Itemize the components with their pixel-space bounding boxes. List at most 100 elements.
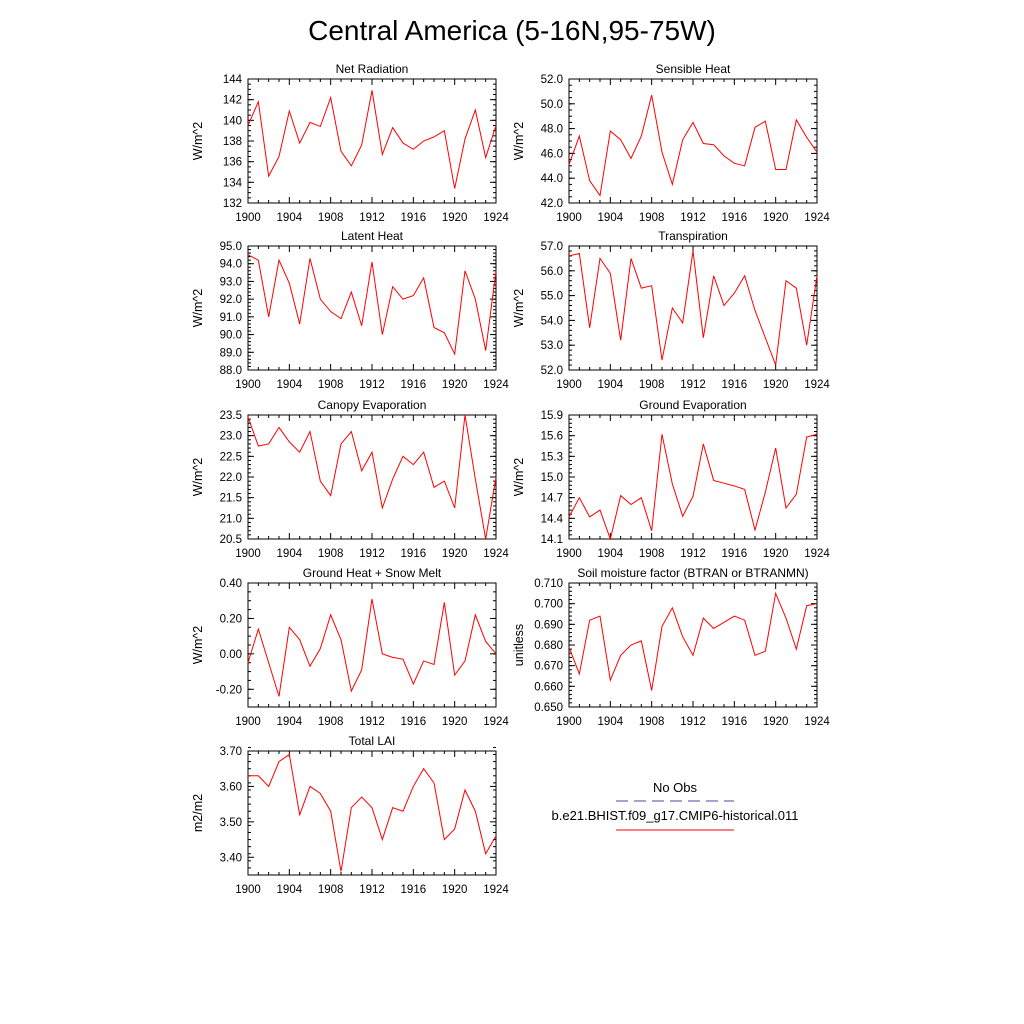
y-tick-label: 0.670 — [534, 661, 563, 673]
series-line — [248, 753, 497, 872]
y-tick-label: 90.0 — [220, 330, 242, 342]
x-tick-label: 1920 — [442, 884, 468, 896]
x-tick-label: 1924 — [483, 212, 509, 224]
x-tick-label: 1912 — [359, 716, 385, 728]
y-tick-label: 14.4 — [541, 513, 564, 525]
x-tick-label: 1912 — [359, 884, 385, 896]
plot-frame — [247, 78, 497, 204]
panel-1: Net Radiation 1900 1904 1908 1912 1916 1920 192… — [191, 62, 509, 224]
x-tick-label: 1920 — [442, 212, 468, 224]
plot-frame — [568, 414, 818, 540]
panel-title: Latent Heat — [341, 229, 404, 243]
panel-title: Ground Heat + Snow Melt — [303, 566, 442, 580]
x-tick-label: 1900 — [556, 379, 582, 391]
series-line — [247, 598, 497, 697]
y-tick-label: 57.0 — [541, 241, 563, 253]
panel-9: Total LAI 1900 1904 1908 1912 1916 1920 1924 3.4… — [191, 734, 509, 896]
x-tick-label: 1920 — [763, 212, 789, 224]
x-tick-label: 1908 — [639, 716, 665, 728]
x-tick-label: 1916 — [401, 212, 427, 224]
x-tick-label: 1916 — [722, 548, 748, 560]
y-tick-label: 0.650 — [534, 702, 563, 714]
x-tick-label: 1920 — [763, 379, 789, 391]
x-tick-label: 1916 — [401, 716, 427, 728]
y-tick-label: 48.0 — [541, 124, 563, 136]
legend: No Obs b.e21.BHIST.f09_g17.CMIP6-histori… — [552, 780, 799, 831]
y-tick-label: 22.5 — [220, 451, 242, 463]
y-tick-label: 88.0 — [220, 365, 242, 377]
y-tick-label: 14.1 — [541, 534, 563, 546]
y-tick-label: 23.0 — [220, 431, 242, 443]
x-tick-label: 1900 — [556, 716, 582, 728]
x-tick-label: 1900 — [556, 548, 582, 560]
panel-title: Canopy Evaporation — [318, 398, 427, 412]
y-tick-label: 21.5 — [220, 493, 242, 505]
panel-2: Sensible Heat 1900 1904 1908 1912 1916 1920 192… — [512, 62, 830, 224]
y-tick-label: 50.0 — [541, 99, 563, 111]
x-tick-label: 1908 — [318, 379, 344, 391]
x-tick-label: 1904 — [277, 884, 303, 896]
y-axis-label: W/m^2 — [512, 289, 526, 328]
panel-5: Canopy Evaporation 1900 1904 1908 1912 1916 19… — [191, 398, 509, 560]
y-tick-label: 140 — [223, 115, 242, 127]
series-line — [568, 591, 818, 691]
x-tick-label: 1924 — [804, 548, 830, 560]
y-tick-label: 132 — [223, 198, 242, 210]
y-tick-label: 55.0 — [541, 291, 563, 303]
x-tick-label: 1908 — [318, 716, 344, 728]
y-tick-label: 46.0 — [541, 148, 563, 160]
panel-title: Transpiration — [658, 229, 728, 243]
y-tick-label: 0.660 — [534, 681, 563, 693]
x-tick-label: 1900 — [556, 212, 582, 224]
x-tick-label: 1904 — [598, 212, 624, 224]
panel-title: Total LAI — [349, 734, 396, 748]
x-tick-label: 1912 — [359, 212, 385, 224]
y-tick-label: 92.0 — [220, 294, 242, 306]
y-tick-label: 22.0 — [220, 472, 242, 484]
y-tick-label: 52.0 — [541, 365, 563, 377]
y-tick-label: 142 — [223, 95, 242, 107]
y-tick-label: 54.0 — [541, 315, 563, 327]
y-tick-label: 0.700 — [534, 599, 563, 611]
series-line — [247, 90, 497, 189]
y-tick-label: 3.60 — [220, 781, 242, 793]
x-tick-label: 1908 — [318, 884, 344, 896]
y-tick-label: 0.00 — [220, 649, 242, 661]
x-tick-label: 1924 — [483, 884, 509, 896]
y-tick-label: 53.0 — [541, 340, 563, 352]
y-tick-label: 94.0 — [220, 259, 242, 271]
legend-model-label: b.e21.BHIST.f09_g17.CMIP6-historical.011 — [552, 808, 799, 823]
y-tick-label: 15.0 — [541, 472, 563, 484]
series-line — [247, 414, 497, 540]
panel-7: Ground Heat + Snow Melt 1900 1904 1908 1912 1… — [191, 566, 509, 728]
y-axis-label: W/m^2 — [191, 122, 205, 161]
y-tick-label: -0.20 — [216, 684, 242, 696]
x-tick-label: 1900 — [235, 716, 261, 728]
x-tick-label: 1916 — [401, 379, 427, 391]
x-tick-label: 1912 — [680, 212, 706, 224]
y-tick-label: 3.50 — [220, 817, 242, 829]
x-tick-label: 1908 — [318, 212, 344, 224]
series-line — [568, 94, 818, 197]
plot-frame — [568, 582, 818, 708]
y-tick-label: 14.7 — [541, 493, 563, 505]
panel-title: Net Radiation — [336, 62, 409, 76]
y-axis-label: m2/m2 — [191, 794, 205, 832]
x-tick-label: 1908 — [639, 379, 665, 391]
x-tick-label: 1912 — [359, 548, 385, 560]
x-tick-label: 1916 — [401, 548, 427, 560]
x-tick-label: 1924 — [483, 548, 509, 560]
x-tick-label: 1916 — [722, 716, 748, 728]
x-tick-label: 1920 — [763, 716, 789, 728]
x-tick-label: 1904 — [277, 212, 303, 224]
panel-6: Ground Evaporation 1900 1904 1908 1912 1916 19… — [512, 398, 830, 560]
y-tick-label: 0.20 — [220, 613, 242, 625]
y-tick-label: 52.0 — [541, 74, 563, 86]
x-tick-label: 1912 — [680, 716, 706, 728]
y-tick-label: 3.40 — [220, 852, 242, 864]
panel-title: Soil moisture factor (BTRAN or BTRANMN) — [577, 566, 808, 580]
x-tick-label: 1904 — [598, 379, 624, 391]
x-tick-label: 1904 — [277, 716, 303, 728]
y-tick-label: 21.0 — [220, 513, 242, 525]
